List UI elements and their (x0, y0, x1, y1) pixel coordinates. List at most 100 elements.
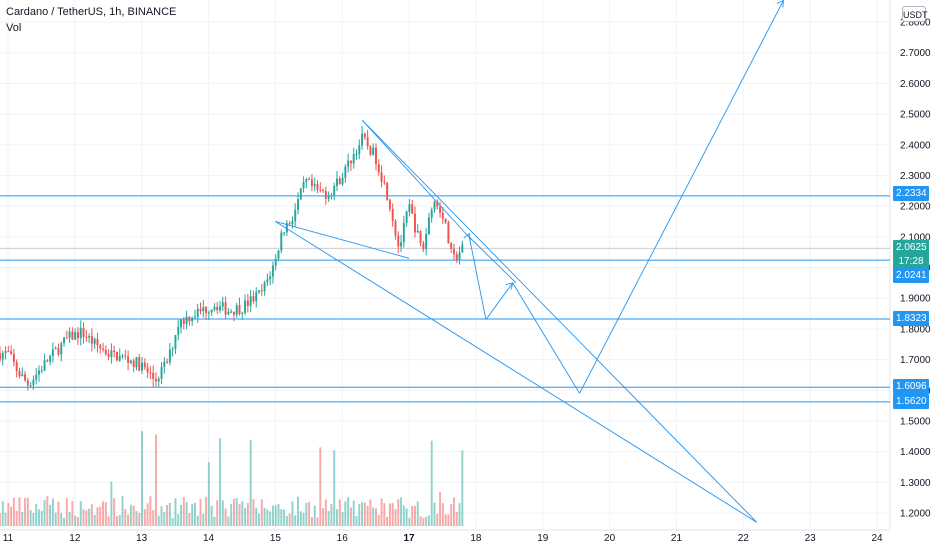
candle-body[interactable] (141, 362, 144, 371)
candle-body[interactable] (99, 345, 102, 349)
candle-body[interactable] (76, 332, 79, 339)
candle-body[interactable] (10, 351, 13, 354)
candle-body[interactable] (358, 145, 361, 154)
candle-body[interactable] (299, 188, 302, 200)
candle-body[interactable] (18, 370, 21, 377)
candle-body[interactable] (12, 353, 15, 362)
candle-body[interactable] (110, 350, 113, 357)
candle-body[interactable] (230, 311, 233, 313)
candle-body[interactable] (352, 154, 355, 164)
candle-body[interactable] (416, 230, 419, 233)
candle-body[interactable] (46, 360, 49, 362)
candle-body[interactable] (241, 312, 244, 314)
candle-body[interactable] (168, 349, 171, 363)
candle-body[interactable] (269, 276, 272, 280)
candle-body[interactable] (461, 244, 464, 253)
candle-body[interactable] (152, 372, 155, 380)
candle-body[interactable] (453, 249, 455, 255)
candle-body[interactable] (193, 316, 196, 318)
candle-body[interactable] (121, 355, 124, 357)
candle-body[interactable] (37, 370, 40, 375)
candle-body[interactable] (205, 307, 208, 313)
candle-body[interactable] (450, 243, 453, 250)
candle-body[interactable] (444, 218, 447, 223)
candle-body[interactable] (277, 250, 280, 259)
candle-body[interactable] (263, 282, 266, 292)
candle-body[interactable] (93, 338, 96, 344)
candle-body[interactable] (232, 311, 235, 315)
candle-body[interactable] (283, 232, 286, 234)
candle-body[interactable] (104, 349, 107, 355)
currency-button[interactable]: USDT (902, 6, 928, 22)
candle-body[interactable] (132, 360, 135, 368)
candle-body[interactable] (274, 258, 277, 266)
candle-body[interactable] (124, 355, 127, 357)
candle-body[interactable] (422, 243, 425, 250)
candle-body[interactable] (260, 290, 263, 292)
candle-body[interactable] (288, 223, 291, 225)
candle-body[interactable] (88, 336, 91, 338)
candle-body[interactable] (285, 223, 288, 233)
candle-body[interactable] (297, 199, 299, 210)
candle-body[interactable] (322, 190, 325, 192)
candle-body[interactable] (375, 147, 377, 165)
candle-body[interactable] (455, 254, 458, 260)
candle-body[interactable] (313, 184, 316, 187)
candle-body[interactable] (118, 355, 121, 361)
candle-body[interactable] (57, 348, 60, 355)
candle-body[interactable] (316, 184, 319, 190)
candle-body[interactable] (202, 307, 205, 312)
candle-body[interactable] (26, 380, 29, 386)
candle-body[interactable] (107, 354, 110, 357)
trend-line-drawing[interactable] (579, 0, 784, 394)
candle-body[interactable] (216, 306, 219, 311)
trend-line-drawing[interactable] (361, 119, 467, 235)
trend-line-drawing[interactable] (465, 233, 517, 284)
candle-body[interactable] (210, 309, 213, 313)
candle-body[interactable] (29, 385, 32, 387)
candle-body[interactable] (15, 361, 18, 371)
candle-body[interactable] (372, 147, 375, 155)
candle-body[interactable] (227, 311, 230, 315)
candle-body[interactable] (355, 153, 358, 155)
candle-body[interactable] (40, 370, 43, 372)
volume-indicator-label[interactable]: Vol (6, 22, 22, 34)
candle-body[interactable] (427, 217, 430, 235)
candle-body[interactable] (60, 343, 63, 355)
candle-body[interactable] (174, 335, 177, 349)
trend-line-drawing[interactable] (361, 119, 757, 523)
candle-body[interactable] (143, 362, 146, 368)
candle-body[interactable] (65, 337, 68, 339)
candle-body[interactable] (383, 181, 386, 183)
candle-body[interactable] (391, 209, 394, 222)
candle-body[interactable] (63, 337, 66, 344)
candle-body[interactable] (433, 201, 436, 210)
candle-body[interactable] (127, 356, 130, 363)
candle-body[interactable] (21, 374, 24, 377)
candle-body[interactable] (49, 355, 52, 362)
trend-line-drawing[interactable] (275, 221, 757, 523)
candle-body[interactable] (380, 172, 383, 182)
candle-body[interactable] (51, 349, 54, 356)
candle-body[interactable] (305, 178, 308, 182)
candle-body[interactable] (255, 292, 258, 302)
candle-body[interactable] (191, 317, 194, 322)
candle-body[interactable] (199, 308, 202, 312)
candle-body[interactable] (258, 290, 260, 293)
candle-body[interactable] (246, 300, 249, 306)
candle-body[interactable] (138, 357, 141, 371)
candle-body[interactable] (213, 306, 216, 310)
candle-body[interactable] (338, 178, 341, 185)
trend-line-drawing[interactable] (275, 221, 410, 259)
candle-body[interactable] (85, 336, 88, 338)
candle-body[interactable] (196, 308, 199, 317)
candle-body[interactable] (7, 351, 10, 353)
candle-body[interactable] (294, 209, 297, 222)
candle-body[interactable] (149, 372, 152, 374)
candle-body[interactable] (221, 302, 224, 307)
trend-line-drawing[interactable] (468, 236, 487, 320)
candle-body[interactable] (90, 336, 93, 344)
candle-body[interactable] (366, 137, 369, 147)
candle-body[interactable] (43, 360, 46, 371)
candle-body[interactable] (310, 179, 313, 187)
